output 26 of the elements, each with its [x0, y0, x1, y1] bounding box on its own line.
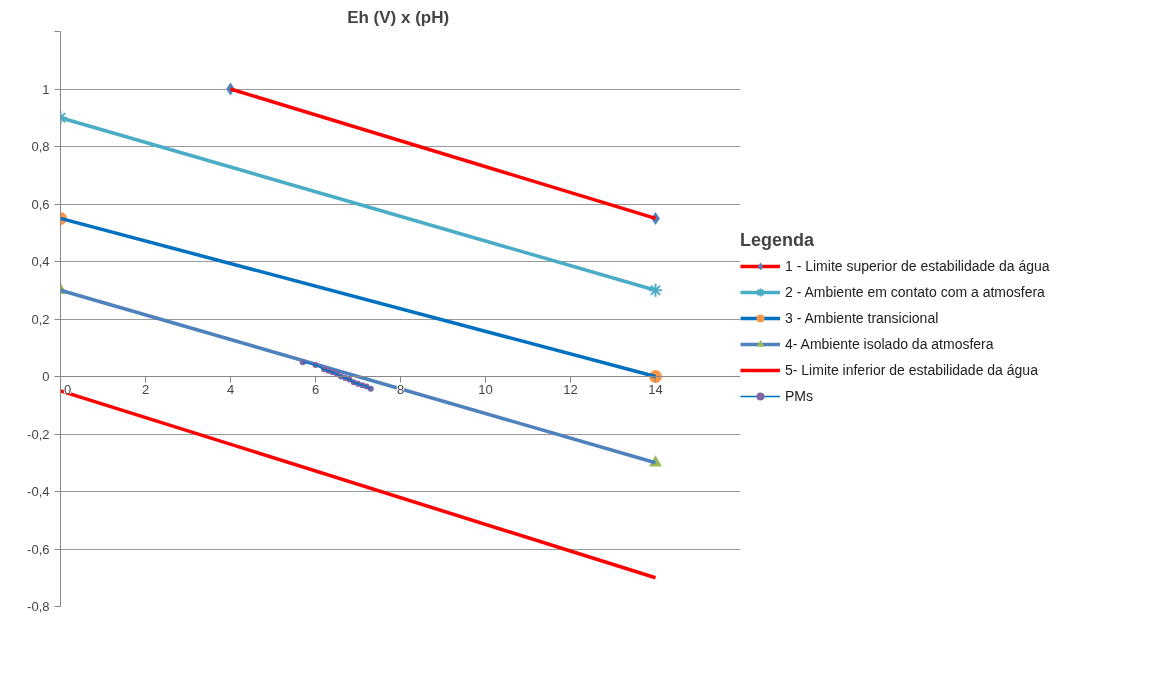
x-tick-label: 14 — [648, 381, 663, 397]
y-tick-label: 0 — [42, 369, 50, 384]
legend-label: 3 - Ambiente transicional — [785, 310, 939, 326]
y-tick-label: 0,4 — [31, 254, 50, 269]
legend-title: Legenda — [740, 230, 815, 251]
legend-label: PMs — [785, 388, 813, 404]
y-tick-label: -0,6 — [27, 541, 50, 557]
x-tick-label: 4 — [226, 381, 235, 397]
x-tick-label: 12 — [563, 381, 578, 397]
x-tick-label: 10 — [478, 381, 493, 397]
y-tick-label: 0,8 — [31, 139, 50, 154]
y-tick-label: -0,4 — [27, 484, 50, 499]
y-tick-label: -0,2 — [27, 426, 50, 442]
legend-label: 4- Ambiente isolado da atmosfera — [785, 336, 994, 352]
y-tick-label: -0,8 — [27, 599, 50, 614]
x-tick-label: 6 — [311, 381, 320, 397]
y-tick-label: 1 — [42, 81, 50, 97]
x-tick-label: 2 — [141, 381, 150, 397]
legend-label: 1 - Limite superior de estabilidade da água — [785, 258, 1050, 274]
y-tick-label: 0,2 — [31, 311, 50, 327]
chart-title: Eh (V) x (pH) — [347, 7, 450, 27]
legend-label: 5- Limite inferior de estabilidade da água — [785, 362, 1038, 378]
legend-label: 2 - Ambiente em contato com a atmosfera — [785, 284, 1045, 300]
y-tick-label: 0,6 — [31, 196, 50, 212]
x-tick-label: 8 — [396, 381, 405, 397]
x-tick-label: 0 — [63, 381, 72, 397]
